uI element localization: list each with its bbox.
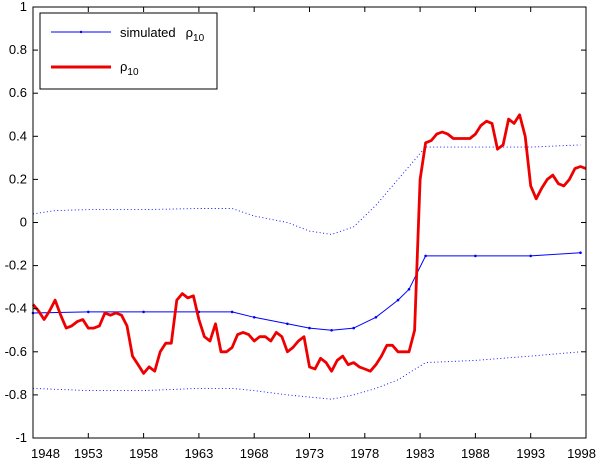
x-tick-label-4: 1968 — [240, 446, 269, 461]
y-tick-label-2: 0.6 — [9, 85, 27, 100]
series-point-0-13 — [424, 254, 427, 258]
y-tick-label-6: -0.2 — [5, 258, 27, 273]
x-tick-label-0: 1948 — [31, 446, 60, 461]
y-tick-label-0: 1 — [20, 0, 27, 14]
series-point-0-9 — [352, 326, 356, 330]
y-tick-label-7: -0.4 — [5, 301, 27, 316]
series-point-0-10 — [374, 316, 378, 319]
y-tick-label-1: 0.8 — [9, 42, 27, 57]
y-tick-label-8: -0.6 — [5, 344, 27, 359]
series-point-0-15 — [529, 254, 532, 258]
legend-label-simulated-symbol: ρ — [186, 25, 193, 40]
x-tick-label-10: 1998 — [567, 446, 596, 461]
ticks-layer: 1948 1953 1958 1963 1968 1973 1978 1983 1988 1993… — [5, 0, 596, 461]
x-tick-label-8: 1988 — [461, 446, 490, 461]
x-tick-label-3: 1963 — [184, 446, 213, 461]
series-point-0-11 — [396, 298, 400, 302]
y-tick-label-9: -0.8 — [5, 387, 27, 402]
x-tick-label-6: 1978 — [350, 446, 379, 461]
series-point-0-7 — [308, 326, 311, 330]
legend-marker-simulated — [79, 30, 83, 34]
legend-label-actual-subscript: 10 — [127, 67, 139, 78]
series-point-0-12 — [407, 288, 411, 291]
y-tick-label-5: 0 — [20, 215, 27, 230]
legend-label-actual: ρ10 — [120, 59, 139, 78]
series-line-3 — [31, 113, 587, 375]
series-point-0-6 — [286, 322, 289, 326]
y-tick-label-10: -1 — [15, 430, 27, 445]
series-layer — [31, 113, 587, 400]
series-point-0-16 — [579, 251, 582, 254]
x-tick-label-2: 1958 — [129, 446, 158, 461]
legend-label-simulated-text: simulated — [120, 25, 176, 40]
series-point-0-8 — [330, 329, 333, 332]
y-tick-label-3: 0.4 — [9, 128, 27, 143]
legend-label-simulated: simulated ρ10 — [120, 25, 205, 44]
legend-box — [39, 12, 218, 90]
x-tick-label-7: 1983 — [406, 446, 435, 461]
series-line-1 — [32, 144, 581, 235]
x-tick-label-5: 1973 — [295, 446, 324, 461]
x-tick-label-1: 1953 — [74, 446, 103, 461]
x-tick-label-9: 1993 — [516, 446, 545, 461]
legend: simulated ρ10 ρ10 — [39, 12, 218, 90]
series-point-0-5 — [252, 316, 256, 319]
series-point-0-14 — [474, 254, 477, 258]
series-point-0-2 — [142, 310, 145, 314]
y-tick-label-4: 0.2 — [9, 171, 27, 186]
series-point-0-1 — [87, 310, 90, 314]
legend-label-simulated-subscript: 10 — [193, 33, 205, 44]
legend-label-actual-symbol: ρ — [120, 59, 127, 74]
series-point-0-4 — [230, 310, 234, 314]
